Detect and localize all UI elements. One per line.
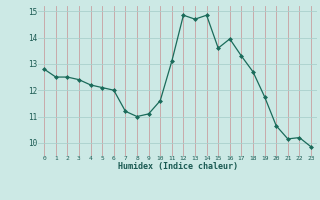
X-axis label: Humidex (Indice chaleur): Humidex (Indice chaleur)	[118, 162, 238, 171]
